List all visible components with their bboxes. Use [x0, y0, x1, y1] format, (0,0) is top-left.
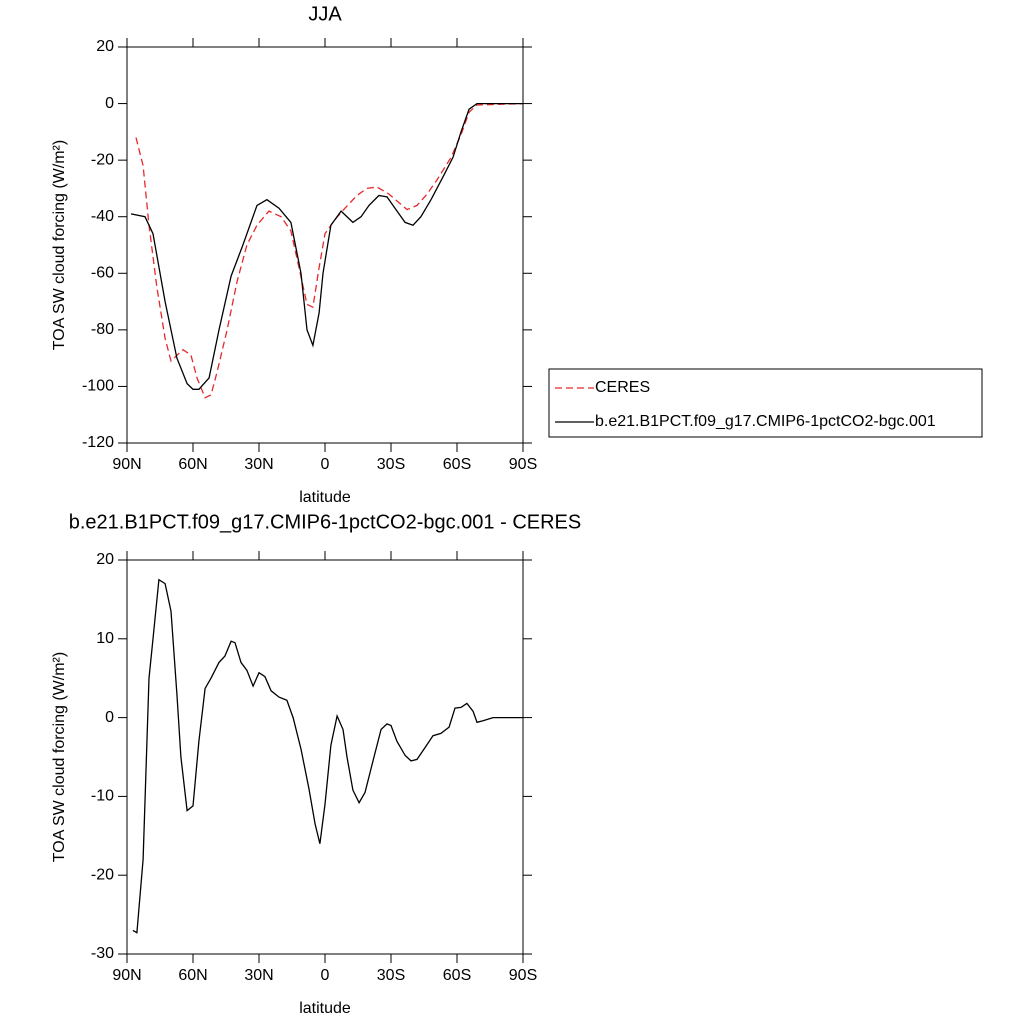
y-tick-label: -100 — [82, 378, 114, 395]
y-axis-label: TOA SW cloud forcing (W/m²) — [51, 652, 68, 862]
y-tick-label: 0 — [105, 95, 114, 112]
data-line — [135, 102, 524, 399]
x-tick-label: 30S — [377, 967, 405, 984]
x-tick-label: 30S — [377, 456, 405, 473]
x-tick-label: 60N — [178, 967, 207, 984]
x-tick-label: 90N — [112, 967, 141, 984]
x-tick-label: 90S — [509, 456, 537, 473]
y-tick-label: 20 — [96, 38, 114, 55]
x-axis-label: latitude — [299, 1000, 351, 1017]
x-tick-label: 60S — [443, 456, 471, 473]
chart-title: JJA — [308, 3, 342, 25]
x-axis-label: latitude — [299, 489, 351, 506]
x-tick-label: 90N — [112, 456, 141, 473]
chart-title: b.e21.B1PCT.f09_g17.CMIP6-1pctCO2-bgc.00… — [69, 511, 581, 533]
x-tick-label: 0 — [321, 967, 330, 984]
y-tick-label: 0 — [105, 709, 114, 726]
legend-label: CERES — [595, 379, 650, 396]
y-tick-label: -40 — [91, 208, 114, 225]
x-tick-label: 90S — [509, 967, 537, 984]
y-tick-label: -20 — [91, 151, 114, 168]
y-tick-label: -120 — [82, 434, 114, 451]
y-tick-label: 10 — [96, 630, 114, 647]
y-tick-label: -80 — [91, 321, 114, 338]
x-tick-label: 60N — [178, 456, 207, 473]
x-tick-label: 30N — [244, 456, 273, 473]
data-line — [130, 102, 523, 390]
y-tick-label: -20 — [91, 866, 114, 883]
y-axis-label: TOA SW cloud forcing (W/m²) — [51, 140, 68, 350]
legend-box — [548, 368, 983, 438]
x-tick-label: 30N — [244, 967, 273, 984]
y-tick-label: -60 — [91, 265, 114, 282]
y-tick-label: -30 — [91, 945, 114, 962]
y-tick-label: -10 — [91, 788, 114, 805]
x-tick-label: 0 — [321, 456, 330, 473]
plot-frame — [126, 559, 524, 955]
y-tick-label: 20 — [96, 551, 114, 568]
legend-label: b.e21.B1PCT.f09_g17.CMIP6-1pctCO2-bgc.00… — [595, 413, 936, 430]
plot-frame — [126, 46, 524, 444]
x-tick-label: 60S — [443, 967, 471, 984]
data-line — [132, 578, 523, 934]
